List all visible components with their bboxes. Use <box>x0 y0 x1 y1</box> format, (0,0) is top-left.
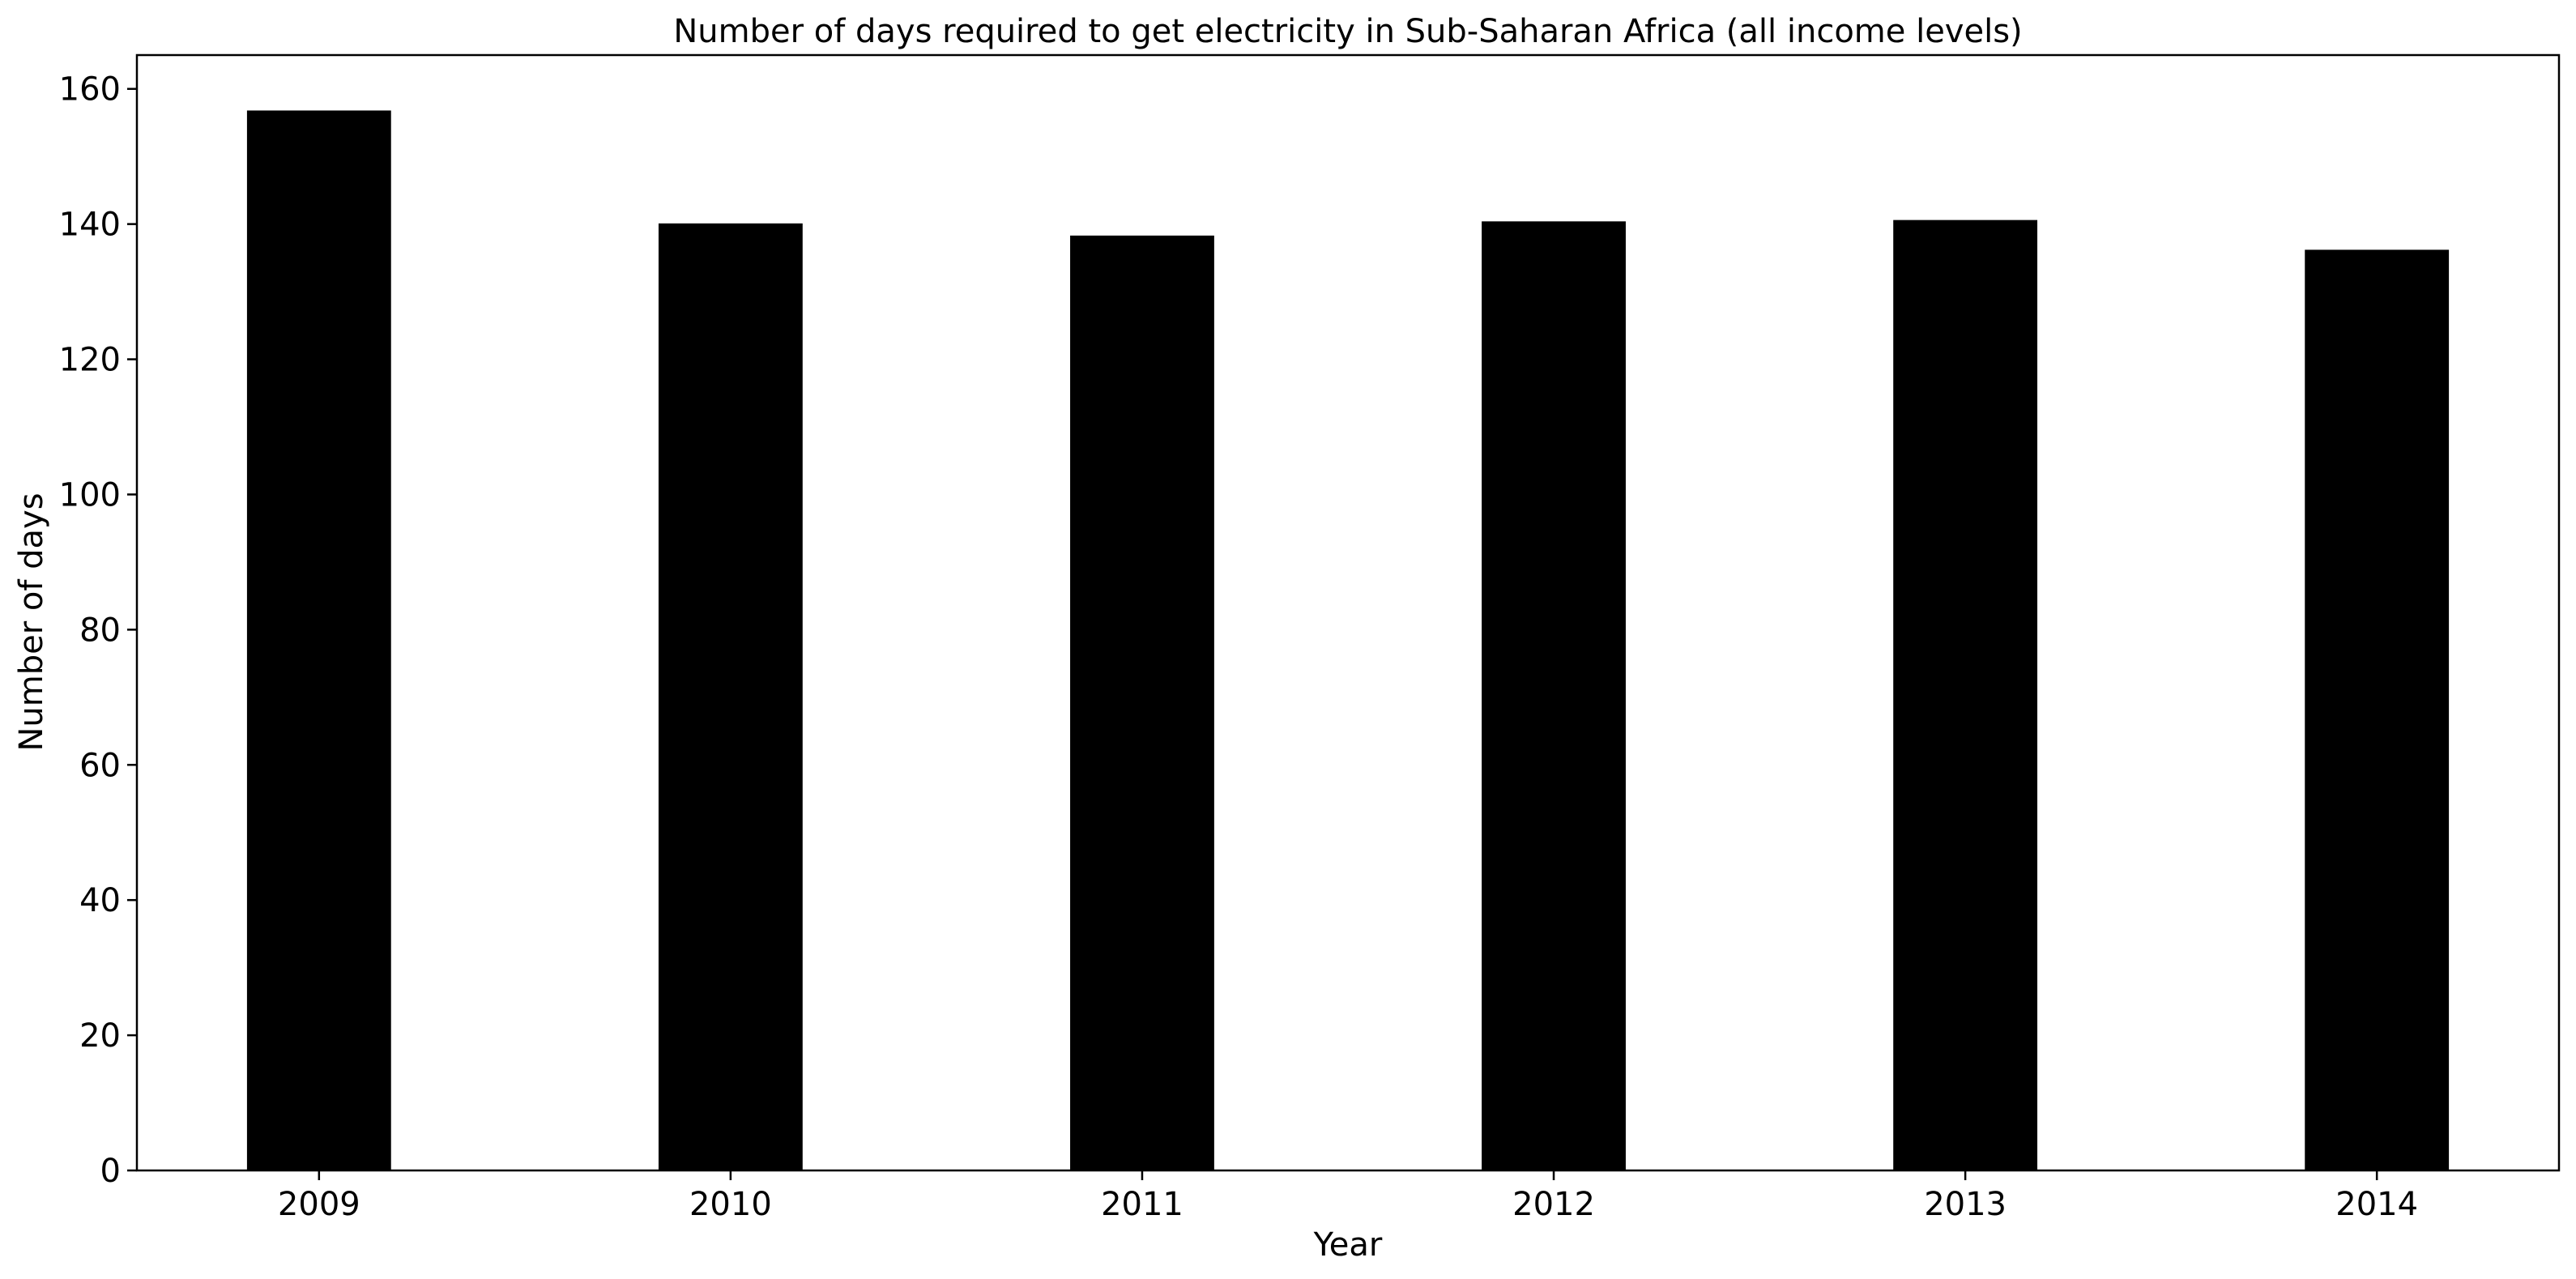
x-tick-label-2012: 2012 <box>1512 1186 1595 1223</box>
y-tick-label-80: 80 <box>79 612 121 649</box>
bars <box>246 110 2450 1171</box>
chart-title: Number of days required to get electrici… <box>673 13 2022 50</box>
y-tick-label-160: 160 <box>59 71 121 109</box>
plot-frame <box>135 53 2561 1172</box>
y-tick-label-20: 20 <box>79 1017 121 1055</box>
x-axis: 2009 2010 2011 2012 2013 2014 <box>278 1170 2418 1223</box>
y-tick-label-100: 100 <box>59 476 121 514</box>
bar-2010 <box>658 223 803 1171</box>
y-axis-label: Number of days <box>13 492 50 751</box>
y-tick-label-140: 140 <box>59 207 121 244</box>
y-tick-label-120: 120 <box>59 342 121 379</box>
bar-2014 <box>2305 249 2450 1170</box>
y-axis: 0 20 40 60 80 100 120 140 160 <box>59 71 137 1190</box>
bar-2012 <box>1482 221 1626 1170</box>
y-tick-label-40: 40 <box>79 882 121 919</box>
bar-2011 <box>1070 235 1214 1171</box>
x-axis-label: Year <box>1313 1226 1383 1264</box>
x-tick-label-2011: 2011 <box>1101 1186 1184 1223</box>
y-tick-label-60: 60 <box>79 747 121 784</box>
bar-2009 <box>246 110 391 1170</box>
y-tick-label-0: 0 <box>100 1153 121 1190</box>
x-tick-label-2010: 2010 <box>689 1186 772 1223</box>
x-tick-label-2014: 2014 <box>2335 1186 2418 1223</box>
x-tick-label-2013: 2013 <box>1924 1186 2007 1223</box>
bar-2013 <box>1893 220 2038 1170</box>
x-tick-label-2009: 2009 <box>278 1186 360 1223</box>
